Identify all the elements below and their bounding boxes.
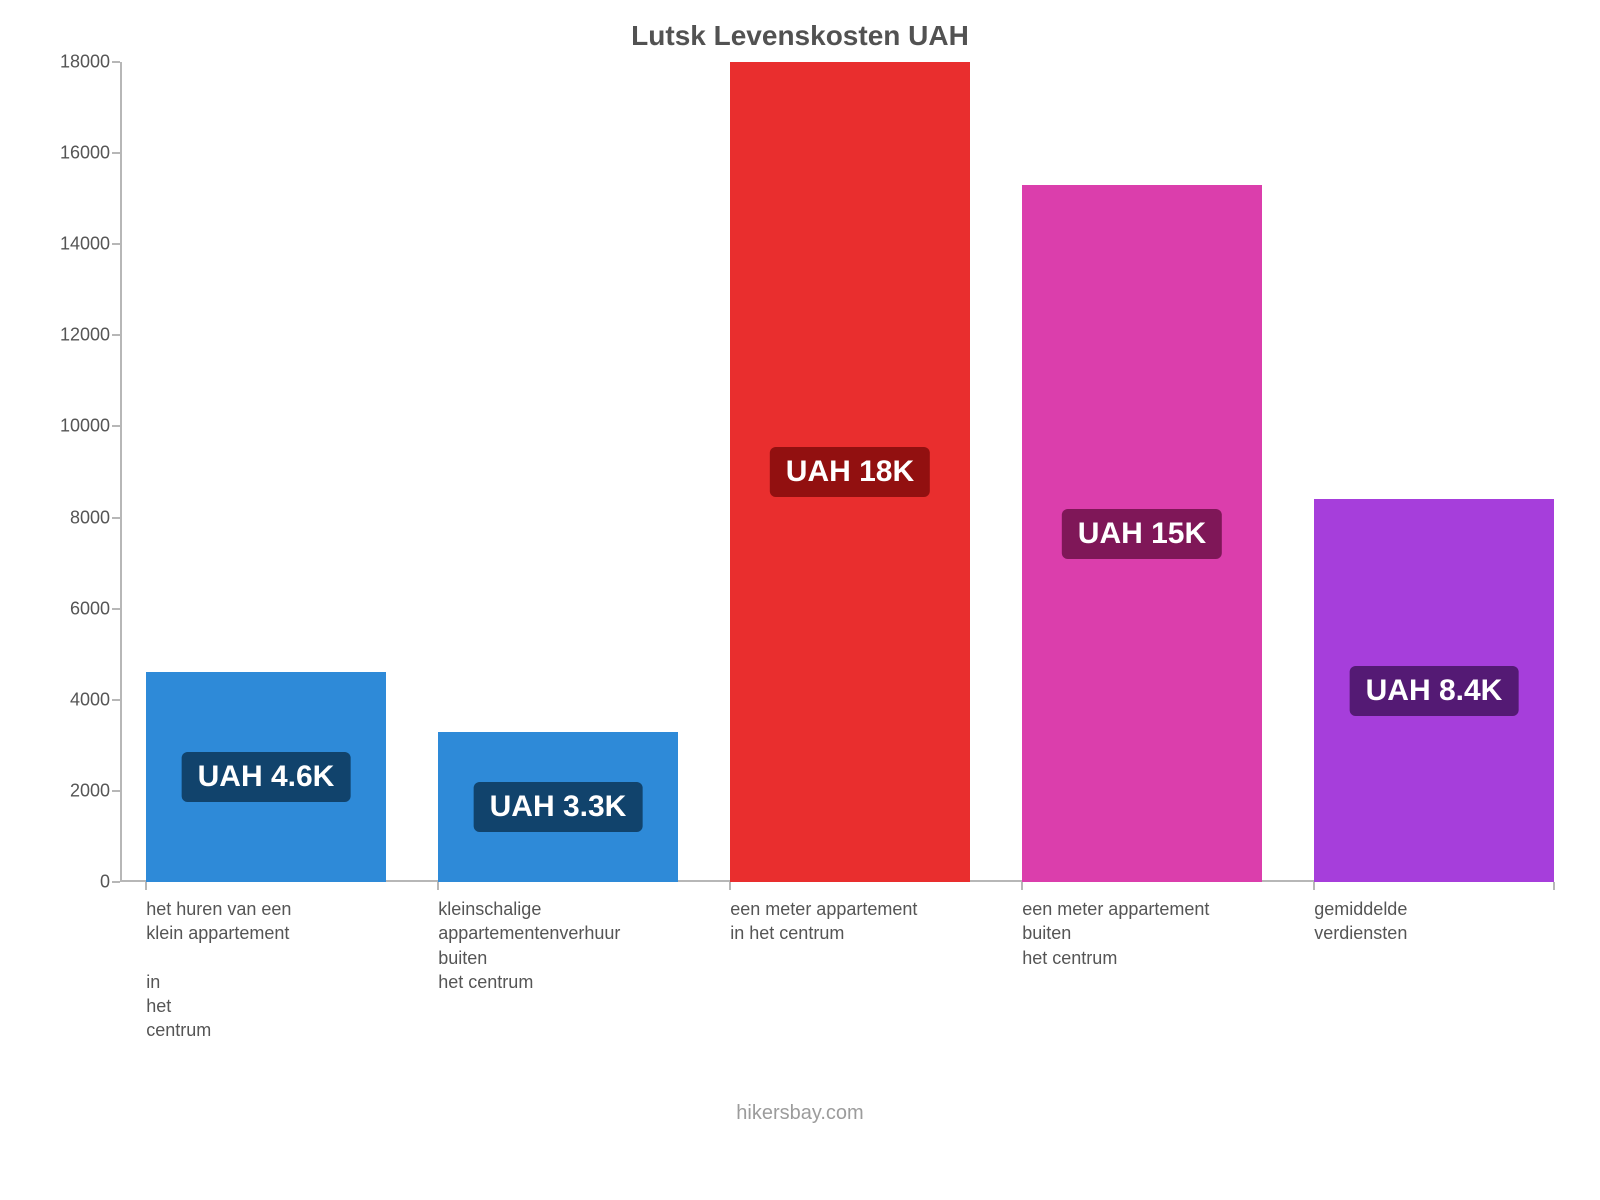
x-axis-label: het huren van een klein appartement in h… (146, 897, 425, 1043)
y-tick-label: 2000 (70, 780, 110, 801)
value-badge: UAH 3.3K (474, 782, 643, 832)
value-badge: UAH 18K (770, 447, 930, 497)
y-tick-label: 0 (100, 872, 110, 893)
x-tick-mark (1553, 882, 1555, 890)
y-tick-label: 8000 (70, 507, 110, 528)
footer-credit: hikersbay.com (40, 1102, 1560, 1125)
x-axis-label: gemiddelde verdiensten (1314, 897, 1593, 946)
y-tick-mark (112, 881, 120, 883)
y-tick-mark (112, 334, 120, 336)
y-tick-label: 12000 (60, 325, 110, 346)
y-tick-label: 16000 (60, 143, 110, 164)
y-tick-label: 6000 (70, 598, 110, 619)
bar: UAH 18K (730, 62, 969, 882)
y-tick-mark (112, 790, 120, 792)
y-tick-mark (112, 61, 120, 63)
bars-group: UAH 4.6K UAH 3.3K UAH 18K UAH 15K UAH 8.4K (120, 62, 1540, 882)
y-tick-mark (112, 152, 120, 154)
value-badge: UAH 15K (1062, 509, 1222, 559)
chart-container: Lutsk Levenskosten UAH 02000400060008000… (0, 0, 1600, 1200)
plot-area: 0200040006000800010000120001400016000180… (120, 62, 1540, 882)
y-axis: 0200040006000800010000120001400016000180… (40, 62, 120, 882)
y-tick-label: 4000 (70, 689, 110, 710)
bar: UAH 4.6K (146, 672, 385, 882)
y-tick-mark (112, 243, 120, 245)
bar: UAH 3.3K (438, 732, 677, 882)
bar: UAH 15K (1022, 185, 1261, 882)
x-axis-label: kleinschalige appartementenverhuur buite… (438, 897, 717, 994)
y-tick-mark (112, 517, 120, 519)
x-axis-labels: het huren van een klein appartement in h… (120, 882, 1540, 1092)
y-tick-mark (112, 608, 120, 610)
bar: UAH 8.4K (1314, 499, 1553, 882)
x-axis-label: een meter appartement in het centrum (730, 897, 1009, 946)
y-tick-label: 14000 (60, 234, 110, 255)
y-tick-label: 18000 (60, 52, 110, 73)
chart-title: Lutsk Levenskosten UAH (40, 20, 1560, 52)
y-tick-label: 10000 (60, 416, 110, 437)
x-axis-label: een meter appartement buiten het centrum (1022, 897, 1301, 970)
value-badge: UAH 4.6K (182, 752, 351, 802)
y-tick-mark (112, 699, 120, 701)
value-badge: UAH 8.4K (1350, 666, 1519, 716)
y-tick-mark (112, 425, 120, 427)
